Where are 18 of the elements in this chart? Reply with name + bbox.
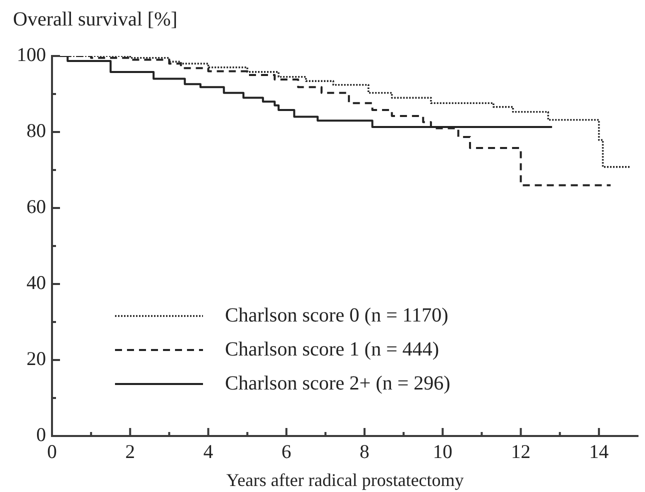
x-tick-label: 2 [125,442,136,463]
legend-label: Charlson score 2+ (n = 296) [225,372,450,394]
y-tick-label: 0 [36,425,46,446]
legend-label: Charlson score 0 (n = 1170) [225,304,448,326]
x-tick-label: 14 [589,442,609,463]
x-tick-label: 4 [203,442,214,463]
y-tick-label: 80 [26,121,46,142]
y-axis-title: Overall survival [%] [13,8,178,30]
x-axis-title: Years after radical prostatectomy [226,470,464,490]
y-tick-label: 20 [26,349,46,370]
x-tick-label: 8 [360,442,370,463]
y-tick-label: 40 [26,273,46,294]
y-tick-label: 100 [16,45,46,66]
legend-label: Charlson score 1 (n = 444) [225,338,440,360]
y-tick-label: 60 [26,197,46,218]
x-tick-label: 12 [511,442,531,463]
x-tick-label: 6 [282,442,292,463]
x-tick-label: 10 [432,442,452,463]
